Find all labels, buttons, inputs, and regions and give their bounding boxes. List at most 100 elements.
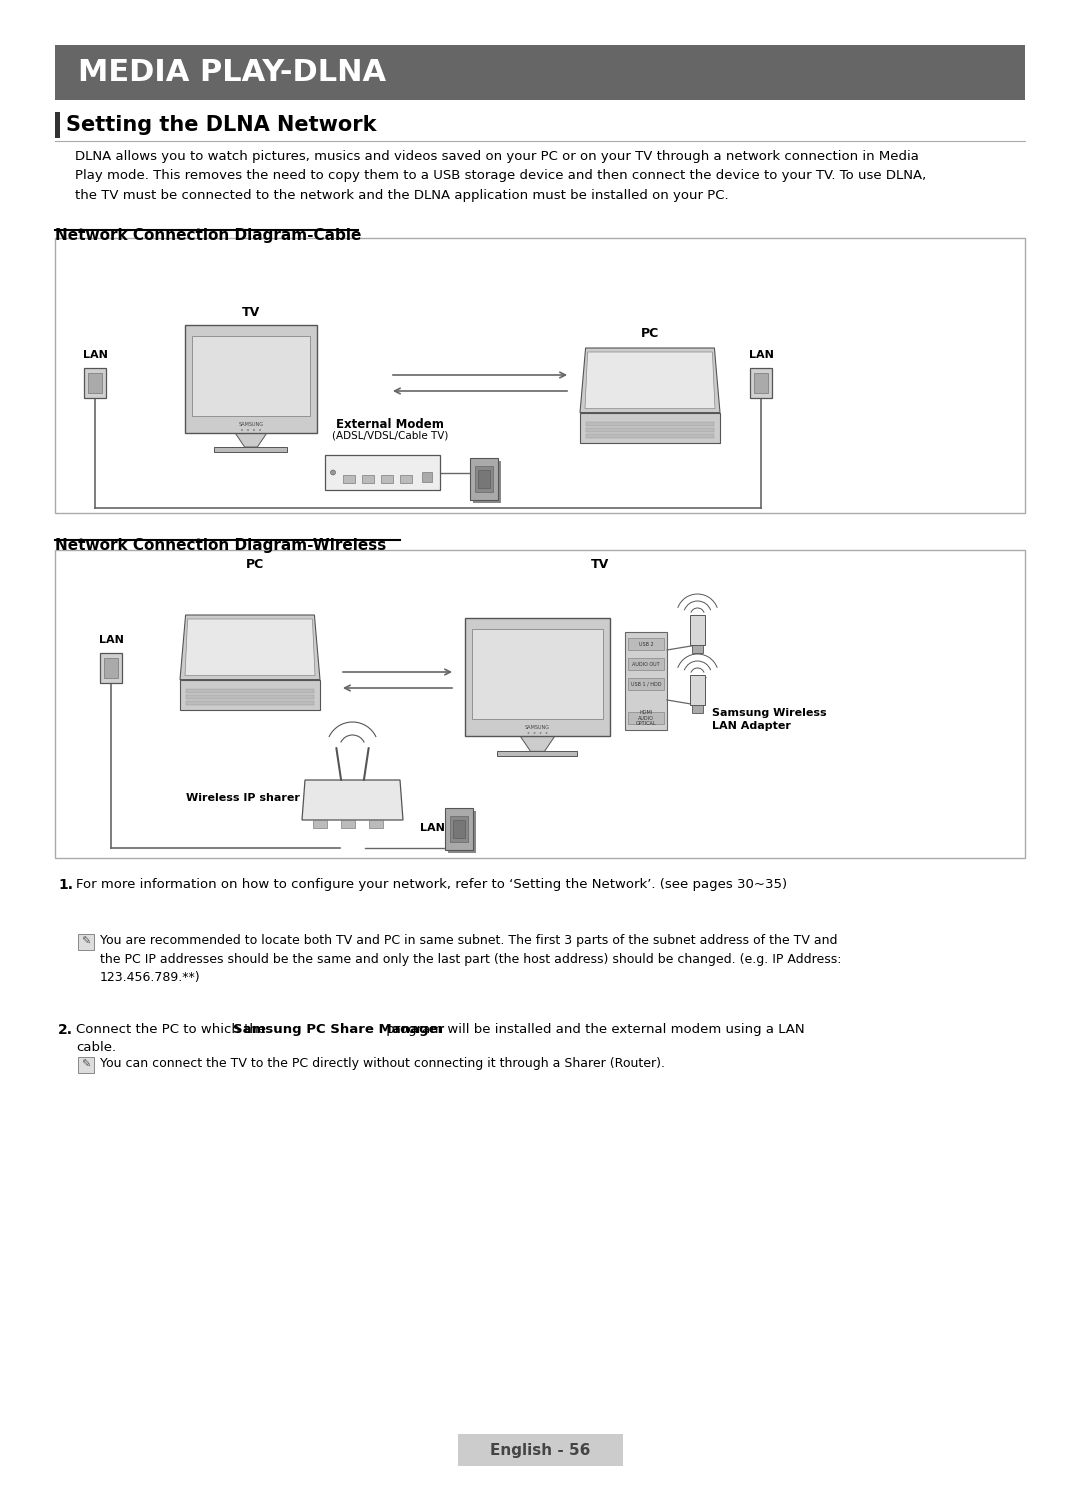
Bar bbox=[450, 815, 468, 842]
Bar bbox=[104, 658, 118, 679]
Bar bbox=[627, 711, 664, 725]
Text: PC: PC bbox=[246, 558, 265, 571]
Text: cable.: cable. bbox=[76, 1042, 117, 1054]
Text: ✎: ✎ bbox=[81, 1059, 91, 1070]
Bar bbox=[458, 1434, 622, 1466]
Text: DLNA allows you to watch pictures, musics and videos saved on your PC or on your: DLNA allows you to watch pictures, music… bbox=[75, 150, 927, 202]
Bar bbox=[470, 458, 498, 500]
Bar bbox=[478, 470, 490, 488]
Bar bbox=[381, 475, 393, 484]
Text: AUDIO OUT: AUDIO OUT bbox=[632, 662, 660, 667]
Bar bbox=[186, 689, 314, 693]
Circle shape bbox=[540, 732, 541, 734]
Circle shape bbox=[253, 429, 255, 432]
Circle shape bbox=[259, 429, 261, 432]
Text: English - 56: English - 56 bbox=[490, 1442, 590, 1458]
Text: Network Connection Diagram-Wireless: Network Connection Diagram-Wireless bbox=[55, 539, 387, 554]
Bar bbox=[472, 629, 603, 719]
Circle shape bbox=[545, 732, 548, 734]
Bar bbox=[192, 336, 310, 417]
Text: USB 2: USB 2 bbox=[638, 641, 653, 646]
Text: Samsung Wireless
LAN Adapter: Samsung Wireless LAN Adapter bbox=[712, 708, 826, 731]
Bar bbox=[497, 751, 577, 756]
Bar bbox=[627, 658, 664, 670]
Polygon shape bbox=[180, 615, 320, 680]
Text: External Modem: External Modem bbox=[336, 418, 444, 432]
Text: For more information on how to configure your network, refer to ‘Setting the Net: For more information on how to configure… bbox=[76, 878, 787, 891]
Bar bbox=[55, 238, 1025, 513]
Text: SAMSUNG: SAMSUNG bbox=[239, 423, 264, 427]
Bar bbox=[55, 45, 1025, 100]
Text: You are recommended to locate both TV and PC in same subnet. The first 3 parts o: You are recommended to locate both TV an… bbox=[100, 934, 841, 984]
Bar bbox=[185, 324, 318, 433]
Text: MEDIA PLAY-DLNA: MEDIA PLAY-DLNA bbox=[78, 58, 387, 86]
Text: ✎: ✎ bbox=[81, 937, 91, 946]
Circle shape bbox=[247, 429, 249, 432]
Bar bbox=[180, 680, 320, 710]
Bar bbox=[369, 820, 383, 827]
Text: LAN: LAN bbox=[748, 350, 773, 360]
Bar bbox=[580, 412, 720, 443]
Circle shape bbox=[330, 470, 336, 475]
Bar bbox=[55, 112, 60, 138]
Polygon shape bbox=[448, 811, 476, 853]
Polygon shape bbox=[473, 461, 501, 503]
Text: SAMSUNG: SAMSUNG bbox=[525, 725, 550, 731]
Circle shape bbox=[527, 732, 529, 734]
Text: LAN: LAN bbox=[82, 350, 107, 360]
Circle shape bbox=[534, 732, 536, 734]
Text: Samsung PC Share Manager: Samsung PC Share Manager bbox=[233, 1024, 444, 1036]
Text: USB 1 / HDD: USB 1 / HDD bbox=[631, 682, 661, 686]
Polygon shape bbox=[302, 780, 403, 820]
Bar bbox=[186, 695, 314, 699]
Bar bbox=[78, 934, 94, 949]
Text: Connect the PC to which the: Connect the PC to which the bbox=[76, 1024, 270, 1036]
Text: 1.: 1. bbox=[58, 878, 73, 891]
Text: TV: TV bbox=[242, 307, 260, 318]
Text: TV: TV bbox=[591, 558, 609, 571]
Text: Network Connection Diagram-Cable: Network Connection Diagram-Cable bbox=[55, 228, 362, 243]
Bar bbox=[453, 820, 465, 838]
Text: HDMI
AUDIO
OPTICAL: HDMI AUDIO OPTICAL bbox=[636, 710, 657, 726]
Bar bbox=[422, 472, 432, 482]
Text: (ADSL/VDSL/Cable TV): (ADSL/VDSL/Cable TV) bbox=[332, 432, 448, 440]
Bar bbox=[100, 653, 122, 683]
Bar bbox=[55, 551, 1025, 859]
Bar bbox=[186, 701, 314, 705]
Bar bbox=[690, 615, 705, 644]
Bar bbox=[214, 446, 286, 452]
Bar bbox=[325, 455, 440, 490]
Polygon shape bbox=[521, 737, 555, 751]
Polygon shape bbox=[185, 619, 315, 676]
Bar bbox=[627, 679, 664, 690]
Bar bbox=[586, 423, 714, 426]
Bar bbox=[465, 618, 610, 737]
Bar bbox=[627, 638, 664, 650]
Bar bbox=[586, 434, 714, 437]
Bar bbox=[445, 808, 473, 850]
Bar bbox=[341, 820, 355, 827]
Bar bbox=[475, 466, 492, 493]
Text: LAN: LAN bbox=[98, 635, 123, 644]
Bar bbox=[84, 368, 106, 397]
Text: You can connect the TV to the PC directly without connecting it through a Sharer: You can connect the TV to the PC directl… bbox=[100, 1056, 665, 1070]
Bar bbox=[362, 475, 374, 484]
Polygon shape bbox=[585, 353, 715, 409]
Bar bbox=[78, 1056, 94, 1073]
Bar bbox=[343, 475, 355, 484]
Bar bbox=[586, 429, 714, 432]
Bar bbox=[754, 373, 768, 393]
Polygon shape bbox=[580, 348, 720, 412]
Bar bbox=[400, 475, 411, 484]
Text: or: or bbox=[693, 674, 706, 686]
Bar bbox=[692, 644, 703, 653]
Text: 2.: 2. bbox=[58, 1024, 73, 1037]
Polygon shape bbox=[235, 433, 267, 446]
Text: PC: PC bbox=[640, 327, 659, 339]
Bar bbox=[690, 676, 705, 705]
Bar bbox=[313, 820, 327, 827]
Text: program will be installed and the external modem using a LAN: program will be installed and the extern… bbox=[381, 1024, 805, 1036]
Bar bbox=[692, 705, 703, 713]
Bar bbox=[625, 632, 667, 731]
Bar bbox=[750, 368, 772, 397]
